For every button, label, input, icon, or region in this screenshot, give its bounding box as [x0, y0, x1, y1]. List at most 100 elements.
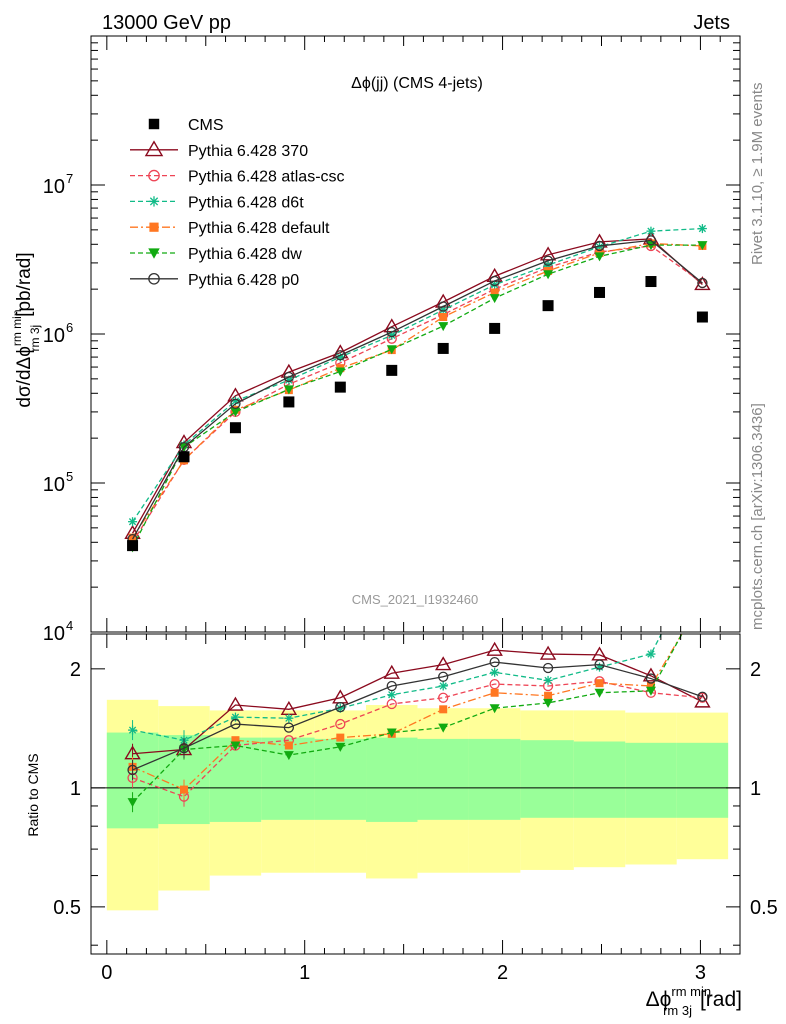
ratio-point-pythia-6-428-default: [284, 741, 293, 750]
legend-item-pythia-6-428-370: Pythia 6.428 370: [130, 140, 308, 160]
point-pythia-6-428-p0: [386, 326, 397, 338]
ratio-point-pythia-6-428-atlas-csc: [335, 718, 346, 730]
point-pythia-6-428-default: [490, 288, 499, 297]
point-pythia-6-428-default: [439, 313, 448, 322]
series-line-pythia-6-428-p0: [131, 239, 703, 540]
point-cms: [334, 381, 346, 393]
main-ytick-exponent: 5: [66, 469, 73, 484]
point-pythia-6-428-dw: [283, 385, 294, 395]
legend-marker-pythia-6-428-d6t: [148, 196, 160, 207]
legend-marker-pythia-6-428-p0: [148, 272, 160, 285]
ratio-point-pythia-6-428-dw: [697, 592, 707, 601]
ratio-point-pythia-6-428-d6t: [543, 675, 553, 685]
ratio-ytick-label-right: 1: [750, 778, 761, 800]
legend-label: Pythia 6.428 dw: [188, 246, 302, 263]
ratio-point-pythia-6-428-dw: [335, 742, 346, 752]
point-pythia-6-428-p0: [542, 255, 554, 266]
legend-label: Pythia 6.428 default: [188, 220, 330, 237]
ratio-point-pythia-6-428-p0: [438, 671, 449, 682]
legend-label: Pythia 6.428 atlas-csc: [188, 169, 345, 186]
main-ytick-exponent: 7: [66, 171, 73, 186]
ratio-point-pythia-6-428-atlas-csc: [438, 692, 449, 703]
ratio-point-pythia-6-428-p0: [542, 662, 554, 674]
ratio-point-pythia-6-428-d6t: [128, 725, 138, 735]
ratio-point-pythia-6-428-dw: [543, 698, 554, 708]
main-ytick-label: 10: [43, 474, 65, 496]
point-pythia-6-428-370: [539, 246, 557, 261]
ratio-point-pythia-6-428-370: [434, 656, 452, 671]
point-pythia-6-428-p0: [283, 371, 295, 383]
band-inner-bin: [573, 741, 626, 818]
point-pythia-6-428-dw: [438, 322, 449, 332]
ratio-point-pythia-6-428-370: [539, 645, 557, 660]
ratio-frame: [90, 633, 741, 955]
header-right: Jets: [693, 12, 730, 34]
ratio-point-pythia-6-428-dw: [645, 686, 656, 696]
main-title: Δϕ(jj) (CMS 4-jets): [351, 75, 483, 92]
legend-item-pythia-6-428-p0: Pythia 6.428 p0: [130, 272, 299, 289]
xtick-label: 3: [695, 962, 706, 984]
point-pythia-6-428-p0: [438, 301, 449, 312]
main-y-ticks: [91, 35, 740, 633]
band-inner-bin: [314, 738, 367, 820]
point-pythia-6-428-p0: [697, 277, 708, 289]
rivet-label: Rivet 3.1.10, ≥ 1.9M events: [749, 83, 766, 266]
ratio-point-pythia-6-428-dw: [594, 688, 605, 698]
legend-item-pythia-6-428-atlas-csc: Pythia 6.428 atlas-csc: [130, 169, 345, 186]
point-pythia-6-428-dw: [335, 367, 346, 377]
header-left: 13000 GeV pp: [102, 12, 231, 34]
ratio-point-pythia-6-428-default: [336, 733, 345, 742]
band-inner-bin: [676, 742, 729, 818]
legend-item-pythia-6-428-d6t: Pythia 6.428 d6t: [130, 194, 304, 211]
ratio-point-pythia-6-428-p0: [178, 743, 190, 754]
legend-label: Pythia 6.428 p0: [188, 272, 299, 289]
point-pythia-6-428-d6t: [128, 517, 138, 527]
ratio-line-pythia-6-428-370: [132, 649, 703, 755]
band-inner-bin: [520, 740, 574, 818]
point-pythia-6-428-p0: [489, 275, 500, 287]
ratio-point-pythia-6-428-dw: [283, 751, 294, 761]
ratio-point-pythia-6-428-d6t: [284, 713, 294, 723]
legend-item-pythia-6-428-default: Pythia 6.428 default: [130, 220, 330, 237]
xlabel: Δϕrm min rm 3j [rad]: [646, 984, 742, 1018]
point-cms: [489, 322, 501, 334]
ratio-point-pythia-6-428-dw: [489, 704, 500, 714]
series-line-pythia-6-428-atlas-csc: [132, 245, 703, 543]
ratio-point-pythia-6-428-p0: [386, 680, 397, 692]
legend-label: CMS: [188, 117, 224, 134]
ratio-point-pythia-6-428-370: [332, 689, 349, 704]
ratio-point-pythia-6-428-d6t: [230, 712, 240, 722]
main-ylabel: dσ/dΔϕrm min rm 3j[pb/rad]: [10, 252, 42, 407]
ratio-point-pythia-6-428-d6t: [438, 681, 448, 691]
band-inner-bin: [209, 737, 262, 822]
point-pythia-6-428-dw: [543, 270, 554, 280]
ratio-point-pythia-6-428-default: [439, 705, 448, 714]
legend-label: Pythia 6.428 370: [188, 143, 308, 160]
ratio-point-pythia-6-428-atlas-csc: [489, 678, 500, 690]
series-line-pythia-6-428-d6t: [132, 227, 703, 523]
main-ytick-exponent: 6: [66, 320, 73, 335]
legend-marker-cms: [148, 118, 160, 130]
ratio-line-pythia-6-428-atlas-csc: [132, 680, 703, 798]
legend-marker-pythia-6-428-370: [144, 140, 164, 157]
point-pythia-6-428-dw: [697, 241, 708, 251]
ratio-point-pythia-6-428-d6t: [646, 649, 656, 659]
point-pythia-6-428-dw: [645, 241, 656, 251]
band-inner-bin: [261, 737, 315, 820]
ratio-point-pythia-6-428-default: [595, 679, 604, 688]
series-line-pythia-6-428-370: [131, 238, 703, 534]
point-cms: [283, 396, 295, 408]
point-cms: [386, 364, 398, 376]
point-cms: [437, 342, 449, 354]
ratio-point-pythia-6-428-default: [698, 595, 706, 603]
band-inner-bin: [625, 742, 677, 818]
ratio-point-pythia-6-428-p0: [697, 691, 708, 702]
ratio-point-pythia-6-428-default: [544, 691, 553, 700]
legend-marker-pythia-6-428-dw: [148, 248, 160, 259]
ratio-point-pythia-6-428-p0: [489, 656, 500, 668]
point-pythia-6-428-370: [694, 276, 711, 291]
ratio-point-pythia-6-428-dw: [438, 723, 449, 733]
ratio-y-ticks: [91, 668, 740, 946]
